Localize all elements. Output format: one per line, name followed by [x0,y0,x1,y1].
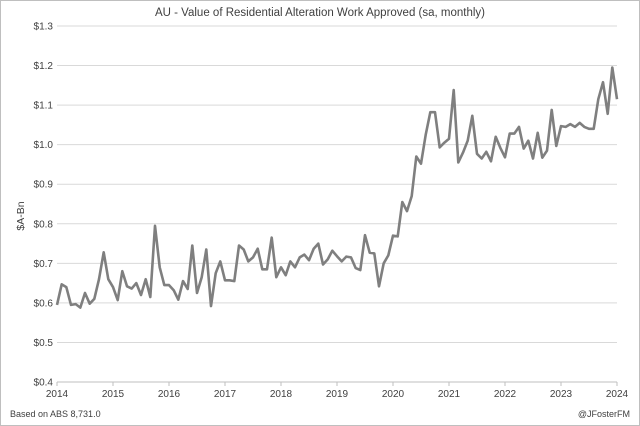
y-tick-label: $1.2 [34,61,54,72]
x-tick-label: 2017 [214,389,237,400]
x-tick-label: 2022 [494,389,517,400]
x-tick-label: 2019 [326,389,349,400]
series-layer [55,66,619,309]
x-tick-label: 2020 [382,389,405,400]
y-tick-label: $0.6 [34,298,54,309]
y-tick-label: $0.9 [34,180,54,191]
x-tick-label: 2023 [550,389,573,400]
source-note: Based on ABS 8,731.0 [10,409,101,419]
grid-lines [57,25,617,383]
y-tick-label: $0.4 [34,378,54,389]
y-tick-label: $1.0 [34,140,54,151]
x-tick-label: 2024 [606,389,629,400]
y-tick-labels: $0.4 $0.5 $0.6 $0.7 $0.8 $0.9 $1.0 $1.1 $1.2 $1.3 [34,22,54,389]
author-handle: @JFosterFM [577,409,630,419]
y-tick-label: $0.5 [34,338,54,349]
y-tick-label: $0.8 [34,219,54,230]
x-tick-label: 2016 [158,389,181,400]
chart-title: AU - Value of Residential Alteration Wor… [154,7,486,19]
y-tick-label: $1.3 [34,22,54,33]
x-tick-label: 2018 [270,389,293,400]
x-tick-label: 2021 [438,389,461,400]
series-line [55,66,619,309]
x-tick-label: 2014 [46,389,69,400]
x-tick-labels: 2014 2015 2016 2017 2018 2019 2020 2021 2022 2023… [46,382,629,400]
y-tick-label: $1.1 [34,101,54,112]
x-tick-label: 2015 [102,389,125,400]
y-tick-label: $0.7 [34,259,54,270]
